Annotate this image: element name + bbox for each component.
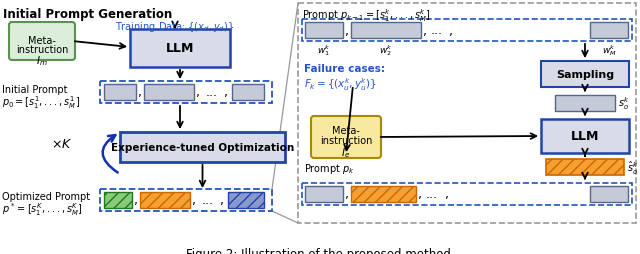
Bar bbox=[104, 85, 136, 101]
Text: ,: , bbox=[418, 188, 422, 201]
Bar bbox=[555, 96, 615, 112]
Bar bbox=[590, 186, 628, 202]
Bar bbox=[228, 192, 264, 208]
Text: ,: , bbox=[345, 24, 349, 37]
Text: ...: ... bbox=[202, 194, 214, 207]
Text: $\hat{s}_o^k$: $\hat{s}_o^k$ bbox=[627, 159, 638, 176]
Text: $w_M^k$: $w_M^k$ bbox=[602, 43, 616, 58]
Text: instruction: instruction bbox=[320, 135, 372, 146]
Text: LLM: LLM bbox=[166, 42, 194, 55]
Text: ,: , bbox=[445, 188, 449, 201]
Text: Prompt $p_k$: Prompt $p_k$ bbox=[304, 161, 355, 175]
Text: LLM: LLM bbox=[571, 130, 599, 143]
Text: Meta-: Meta- bbox=[332, 125, 360, 135]
Bar bbox=[130, 30, 230, 68]
Text: Initial Prompt Generation: Initial Prompt Generation bbox=[3, 8, 172, 21]
Text: ,: , bbox=[220, 194, 224, 207]
Text: Optimized Prompt: Optimized Prompt bbox=[2, 191, 90, 201]
Text: $F_k = \{(x_u^k, y_u^k)\}$: $F_k = \{(x_u^k, y_u^k)\}$ bbox=[304, 76, 377, 92]
Text: ,: , bbox=[224, 86, 228, 99]
Text: $s_o^k$: $s_o^k$ bbox=[618, 95, 630, 112]
Bar bbox=[298, 4, 636, 223]
Bar bbox=[546, 159, 624, 175]
Text: ...: ... bbox=[426, 188, 438, 201]
Bar bbox=[104, 192, 132, 208]
Text: $\times K$: $\times K$ bbox=[51, 138, 73, 151]
Text: $w_1^k$: $w_1^k$ bbox=[317, 43, 331, 58]
Text: Prompt $p_{k-1} = [s_1^k,...,s_M^k]$: Prompt $p_{k-1} = [s_1^k,...,s_M^k]$ bbox=[302, 7, 431, 24]
Text: ,: , bbox=[134, 194, 138, 207]
Text: ...: ... bbox=[206, 86, 218, 99]
Bar bbox=[100, 189, 272, 211]
Bar bbox=[144, 85, 194, 101]
Bar bbox=[232, 85, 264, 101]
FancyBboxPatch shape bbox=[311, 117, 381, 158]
FancyBboxPatch shape bbox=[9, 23, 75, 61]
Text: Meta-: Meta- bbox=[28, 36, 56, 46]
Bar bbox=[351, 186, 416, 202]
Bar bbox=[100, 82, 272, 104]
Text: ,: , bbox=[345, 188, 349, 201]
Text: Training Data: $\{(x_d, y_d)\}$: Training Data: $\{(x_d, y_d)\}$ bbox=[115, 20, 235, 34]
Text: ,: , bbox=[423, 24, 427, 37]
Text: ,: , bbox=[449, 24, 453, 37]
Bar bbox=[541, 120, 629, 153]
Text: ,: , bbox=[196, 86, 200, 99]
Bar bbox=[302, 183, 632, 205]
Bar bbox=[302, 20, 632, 42]
Bar bbox=[305, 23, 343, 39]
Text: Sampling: Sampling bbox=[556, 70, 614, 80]
Text: instruction: instruction bbox=[16, 45, 68, 55]
Bar bbox=[590, 23, 628, 39]
Text: Experience-tuned Optimization: Experience-tuned Optimization bbox=[111, 142, 294, 152]
Bar bbox=[351, 23, 421, 39]
Text: Figure 2: Illustration of the proposed method.: Figure 2: Illustration of the proposed m… bbox=[186, 247, 454, 254]
Text: $I_e$: $I_e$ bbox=[341, 146, 351, 159]
FancyArrowPatch shape bbox=[102, 136, 118, 173]
Text: Initial Prompt: Initial Prompt bbox=[2, 85, 67, 95]
Bar bbox=[541, 62, 629, 88]
Text: ...: ... bbox=[431, 24, 443, 37]
Bar bbox=[140, 192, 190, 208]
Text: $p^* = [s_1^K,...,s_M^K]$: $p^* = [s_1^K,...,s_M^K]$ bbox=[2, 200, 83, 217]
Text: $w_2^k$: $w_2^k$ bbox=[379, 43, 393, 58]
Text: ,: , bbox=[138, 86, 142, 99]
Bar bbox=[305, 186, 343, 202]
Text: ,: , bbox=[192, 194, 196, 207]
Text: $I_m$: $I_m$ bbox=[36, 54, 48, 68]
Bar bbox=[120, 133, 285, 162]
Text: Failure cases:: Failure cases: bbox=[304, 64, 385, 74]
Text: $p_0 = [s_1^1,...,s_M^1]$: $p_0 = [s_1^1,...,s_M^1]$ bbox=[2, 94, 80, 110]
